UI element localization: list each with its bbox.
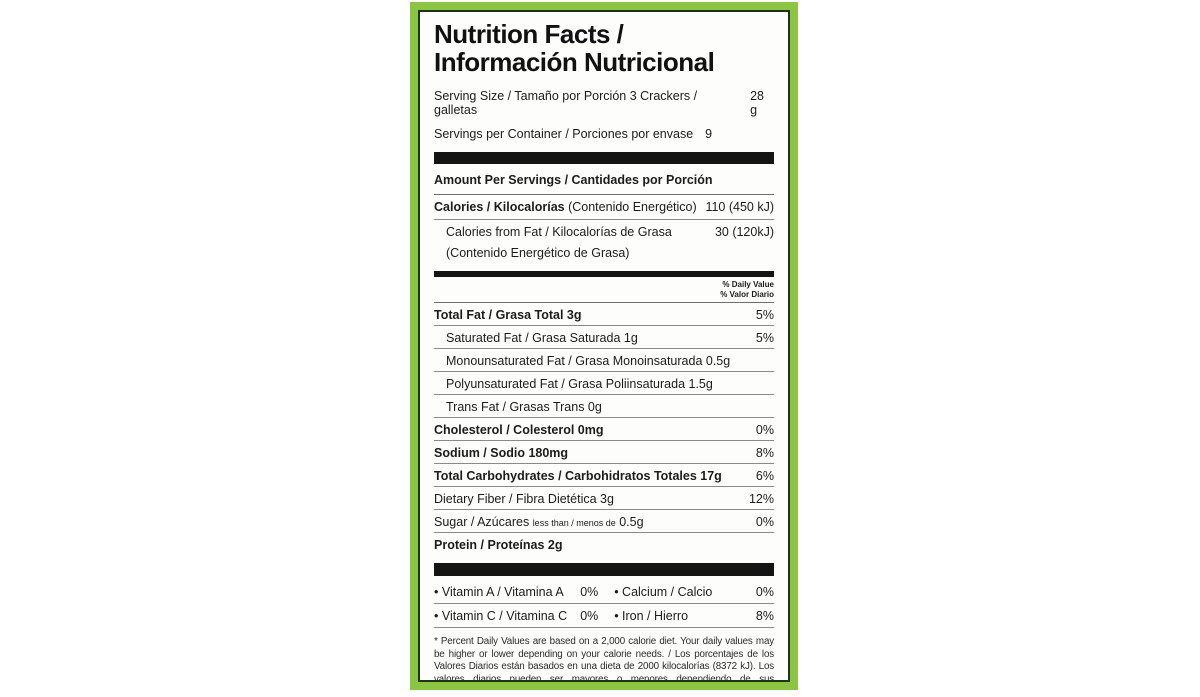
nutrient-row-dietary-fiber: Dietary Fiber / Fibra Dietética 3g 12% xyxy=(434,487,774,510)
vitamins-row-2: • Vitamin C / Vitamina C 0% • Iron / Hie… xyxy=(434,604,774,628)
nutrition-label: Nutrition Facts / Información Nutriciona… xyxy=(418,10,790,682)
daily-values-footnote: * Percent Daily Values are based on a 2,… xyxy=(434,636,774,682)
nutrient-row-total-carbohydrates: Total Carbohydrates / Carbohidratos Tota… xyxy=(434,464,774,487)
nutrient-row-sodium: Sodium / Sodio 180mg 8% xyxy=(434,441,774,464)
vitamin-c-value: 0% xyxy=(580,608,599,623)
serving-size-label: Serving Size / Tamaño por Porción 3 Crac… xyxy=(434,89,698,117)
daily-value-header: % Daily Value % Valor Diario xyxy=(434,277,774,303)
daily-value-header-en: % Daily Value xyxy=(722,280,774,289)
nutrient-row-monounsaturated-fat: Monounsaturated Fat / Grasa Monoinsatura… xyxy=(434,349,774,372)
nutrient-row-total-fat: Total Fat / Grasa Total 3g 5% xyxy=(434,303,774,326)
calories-from-fat-value: 30 (120kJ) xyxy=(714,225,774,239)
servings-per-container-label: Servings per Container / Porciones por e… xyxy=(434,127,694,141)
nutrient-row-cholesterol: Cholesterol / Colesterol 0mg 0% xyxy=(434,418,774,441)
label-title-line1: Nutrition Facts / xyxy=(434,19,624,49)
nutrient-row-saturated-fat: Saturated Fat / Grasa Saturada 1g 5% xyxy=(434,326,774,349)
calories-from-fat-row: Calories from Fat / Kilocalorías de Gras… xyxy=(434,220,774,244)
calories-label: Calories / Kilocalorías (Contenido Energ… xyxy=(434,200,697,214)
servings-per-container-value: 9 xyxy=(705,127,713,141)
nutrient-row-sugar: Sugar / Azúcares less than / menos de 0.… xyxy=(434,510,774,533)
calories-value: 110 (450 kJ) xyxy=(705,200,774,214)
label-title-line2: Información Nutricional xyxy=(434,47,715,77)
vitamin-a: • Vitamin A / Vitamina A xyxy=(434,584,564,599)
calcium: • Calcium / Calcio xyxy=(614,584,713,599)
label-title: Nutrition Facts / Información Nutriciona… xyxy=(434,20,774,76)
iron: • Iron / Hierro xyxy=(614,608,689,623)
vitamin-a-value: 0% xyxy=(580,584,599,599)
iron-value: 8% xyxy=(755,608,774,623)
nutrient-row-protein: Protein / Proteínas 2g xyxy=(434,538,563,552)
separator-bar-thick-top xyxy=(434,152,774,164)
calcium-value: 0% xyxy=(755,584,774,599)
calories-from-fat-label: Calories from Fat / Kilocalorías de Gras… xyxy=(446,225,672,239)
sugar-less-than-note: less than / menos de xyxy=(532,518,616,528)
daily-value-header-es: % Valor Diario xyxy=(720,290,774,299)
sugar-label: Sugar / Azúcares less than / menos de 0.… xyxy=(434,515,644,529)
vitamin-c: • Vitamin C / Vitamina C xyxy=(434,608,568,623)
amount-per-servings-heading: Amount Per Servings / Cantidades por Por… xyxy=(434,164,774,195)
calories-row: Calories / Kilocalorías (Contenido Energ… xyxy=(434,195,774,220)
servings-per-container-row: Servings per Container / Porciones por e… xyxy=(434,127,774,141)
separator-bar-thick-bottom xyxy=(434,563,774,576)
separator-bar-medium xyxy=(434,271,774,277)
nutrient-row-trans-fat: Trans Fat / Grasas Trans 0g xyxy=(434,395,774,418)
nutrient-row-polyunsaturated-fat: Polyunsaturated Fat / Grasa Poliinsatura… xyxy=(434,372,774,395)
vitamins-row-1: • Vitamin A / Vitamina A 0% • Calcium / … xyxy=(434,580,774,604)
serving-size-value: 28 g xyxy=(750,89,764,117)
calories-from-fat-label-continued: (Contenido Energético de Grasa) xyxy=(446,246,630,260)
serving-size-row: Serving Size / Tamaño por Porción 3 Crac… xyxy=(434,89,774,117)
nutrition-label-green-border: Nutrition Facts / Información Nutriciona… xyxy=(410,2,798,690)
